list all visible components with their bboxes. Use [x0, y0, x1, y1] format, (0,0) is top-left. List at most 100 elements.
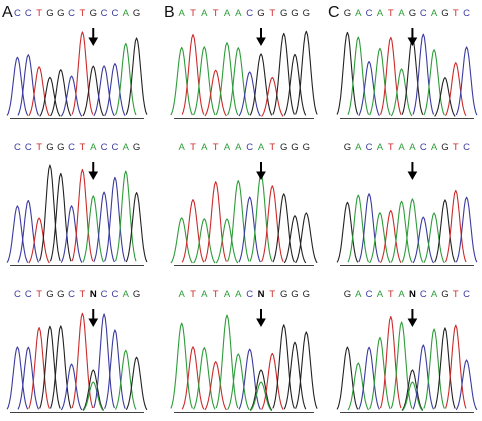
sequence-base: A [258, 142, 265, 153]
sequence-base: C [68, 289, 75, 300]
trace-peak [412, 344, 435, 410]
trace-peak [423, 212, 445, 264]
trace-peak [444, 324, 467, 409]
trace-peak [283, 215, 307, 264]
sequence-base: G [133, 289, 140, 300]
trace-peak [434, 327, 456, 409]
trace-peak [82, 65, 104, 117]
trace-peak [390, 68, 413, 117]
sequence-base: A [224, 142, 231, 153]
trace-peak [193, 347, 216, 410]
trace-peak [93, 313, 115, 409]
sequence-base: C [366, 289, 373, 300]
trace-peak [369, 336, 391, 410]
trace-peak [455, 46, 478, 116]
chromatogram-panels: C C T G G C T G C C A GC C T G G C T A C C A GC C T G G C T N C C A GA T A T… [6, 8, 478, 413]
sequence-base: A [224, 8, 231, 19]
sequence-base: A [235, 289, 242, 300]
trace-peak [227, 180, 250, 262]
sequence-base: N [258, 289, 265, 300]
trace-peak [347, 194, 370, 263]
sequence-base: T [453, 289, 459, 300]
trace-peak [39, 76, 61, 117]
trace-peak [17, 346, 40, 410]
sequence-base: G [57, 142, 64, 153]
sequence-base: G [441, 142, 448, 153]
trace-peak [39, 325, 61, 409]
sequence-base: C [111, 142, 118, 153]
sequence-base: G [280, 8, 287, 19]
trace-peak [227, 47, 250, 116]
sequence-base: A [377, 289, 384, 300]
trace-peak [434, 77, 456, 117]
trace-peak [170, 322, 193, 409]
sequence-base: T [190, 8, 196, 19]
trace-peak [249, 369, 273, 411]
sequence-base: C [246, 142, 253, 153]
sequence-base: A [123, 142, 130, 153]
trace-peak [249, 53, 273, 116]
panel-label-b: B [164, 4, 175, 21]
sequence-base: T [79, 289, 85, 300]
trace-peak [71, 168, 94, 262]
sequence-base: G [133, 142, 140, 153]
sequence-base: C [14, 142, 21, 153]
sequence-base: A [355, 289, 362, 300]
trace-peak [455, 196, 478, 263]
sequence-base: C [463, 8, 470, 19]
trace-peak [336, 346, 359, 410]
sequence-base: T [36, 289, 42, 300]
sequence-base: C [101, 8, 108, 19]
panel-label-c: C [328, 4, 340, 21]
sequence-base: T [453, 142, 459, 153]
trace-peak [227, 353, 250, 410]
trace-peak [238, 71, 261, 117]
trace-peak [401, 37, 424, 115]
trace-peak [272, 32, 295, 115]
trace-peak [17, 54, 40, 116]
sequence-base: G [409, 8, 416, 19]
sequence-base: A [431, 289, 438, 300]
sequence-base: C [25, 8, 32, 19]
trace-peak [28, 327, 50, 409]
trace-peak [17, 199, 40, 263]
trace-peak [283, 53, 307, 116]
trace-peak [358, 60, 380, 116]
sequence-base: C [25, 142, 32, 153]
sequence-base: A [224, 289, 231, 300]
trace-peak [82, 195, 105, 263]
trace-peak [238, 196, 261, 263]
sequence-base: G [280, 289, 287, 300]
trace-peak [49, 172, 72, 262]
trace-peak [93, 191, 115, 263]
trace-peak [28, 66, 50, 117]
trace-peak [369, 212, 391, 264]
sequence-base: C [14, 8, 21, 19]
sequence-base: C [68, 142, 75, 153]
trace-peak [295, 212, 318, 264]
trace-peak [6, 205, 29, 263]
trace-peak [358, 346, 380, 410]
sequence-base: G [133, 8, 140, 19]
trace-peak [261, 185, 284, 262]
sequence-base: G [303, 142, 310, 153]
trace-peak [295, 331, 318, 409]
trace-peak [115, 349, 137, 410]
sequence-base: A [235, 8, 242, 19]
trace-peak [114, 170, 137, 262]
trace-peak [28, 217, 50, 264]
trace-peak [104, 63, 126, 117]
sequence-base: A [90, 142, 97, 153]
sequence-base: A [179, 8, 186, 19]
trace-peak [347, 362, 369, 411]
trace-peak [215, 314, 239, 409]
trace-peak [125, 192, 148, 263]
trace-peak [215, 218, 239, 264]
sequence-base: G [303, 289, 310, 300]
sequence-base: G [57, 8, 64, 19]
trace-peak [60, 363, 83, 411]
trace-peak [39, 164, 61, 262]
